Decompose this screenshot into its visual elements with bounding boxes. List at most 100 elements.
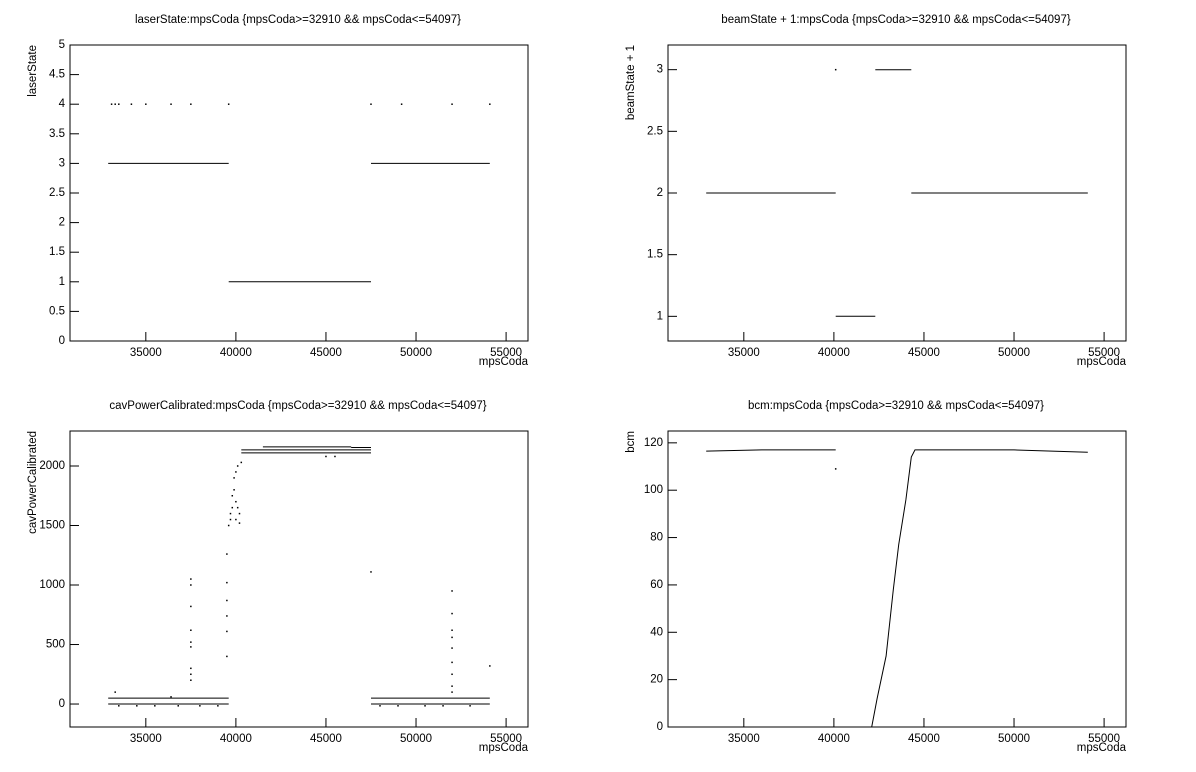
- data-point: [177, 705, 179, 707]
- y-tick-label: 3: [657, 64, 663, 76]
- y-tick-label: 100: [644, 484, 663, 496]
- data-line: [108, 162, 490, 283]
- data-point: [190, 578, 192, 580]
- data-point: [118, 705, 120, 707]
- x-tick-label: 50000: [998, 733, 1030, 745]
- data-point: [451, 685, 453, 687]
- y-tick-label: 500: [46, 639, 65, 651]
- data-point: [130, 103, 133, 105]
- data-point: [190, 679, 192, 681]
- y-tick-label: 0: [59, 335, 65, 347]
- data-point: [442, 705, 444, 707]
- y-tick-label: 40: [650, 626, 663, 638]
- y-tick-label: 4.5: [49, 69, 65, 81]
- data-point: [190, 103, 192, 105]
- y-axis-label: laserState: [27, 45, 39, 97]
- data-point: [118, 103, 120, 105]
- data-line: [706, 69, 1088, 317]
- data-point: [190, 641, 192, 643]
- data-point: [229, 512, 232, 515]
- data-point: [231, 506, 234, 509]
- data-point: [226, 630, 228, 633]
- x-axis-label: mpsCoda: [1077, 742, 1127, 754]
- y-tick-label: 80: [650, 532, 663, 544]
- x-tick-label: 35000: [130, 733, 162, 745]
- data-point: [451, 636, 453, 639]
- data-line: [706, 449, 1088, 728]
- y-axis-label: beamState + 1: [625, 45, 637, 120]
- data-point: [235, 500, 237, 503]
- x-tick-label: 35000: [130, 347, 162, 359]
- chart-title: cavPowerCalibrated:mpsCoda {mpsCoda>=329…: [109, 400, 486, 412]
- x-tick-label: 50000: [400, 733, 432, 745]
- data-point: [379, 705, 381, 707]
- x-tick-label: 40000: [818, 347, 850, 359]
- chart-panel: bcm:mpsCoda {mpsCoda>=32910 && mpsCoda<=…: [625, 400, 1127, 754]
- y-tick-label: 2.5: [49, 187, 65, 199]
- data-point: [370, 103, 372, 105]
- data-point: [227, 103, 230, 105]
- data-point: [229, 518, 232, 521]
- x-tick-label: 50000: [400, 347, 432, 359]
- x-tick-label: 35000: [728, 733, 760, 745]
- y-tick-label: 1: [59, 276, 65, 288]
- data-point: [136, 705, 138, 707]
- data-point: [400, 103, 403, 105]
- y-axis-label: bcm: [625, 431, 637, 453]
- data-point: [240, 461, 243, 464]
- y-tick-label: 3.5: [49, 128, 65, 140]
- y-tick-label: 1: [657, 310, 663, 322]
- chart-title: beamState + 1:mpsCoda {mpsCoda>=32910 &&…: [721, 14, 1071, 26]
- x-tick-label: 55000: [1088, 733, 1120, 745]
- data-point: [235, 518, 237, 521]
- data-point: [226, 581, 228, 584]
- data-point: [190, 629, 192, 631]
- y-tick-label: 4: [59, 98, 66, 110]
- data-point: [233, 489, 235, 491]
- data-point: [226, 599, 228, 602]
- data-point: [238, 512, 241, 515]
- data-point: [190, 584, 192, 586]
- data-point: [235, 471, 237, 473]
- data-point: [397, 705, 399, 707]
- y-tick-label: 3: [59, 157, 65, 169]
- y-tick-label: 1500: [39, 520, 65, 532]
- data-point: [190, 605, 192, 608]
- y-tick-label: 120: [644, 437, 663, 449]
- data-point: [236, 465, 239, 467]
- data-point: [226, 553, 228, 555]
- data-point: [451, 691, 453, 693]
- y-axis-label: cavPowerCalibrated: [27, 431, 39, 534]
- y-tick-label: 2: [657, 187, 663, 199]
- data-point: [199, 705, 201, 707]
- y-tick-label: 1.5: [49, 246, 65, 258]
- x-tick-label: 40000: [220, 347, 252, 359]
- data-line: [108, 446, 490, 705]
- data-point: [489, 665, 491, 667]
- chart-panel: beamState + 1:mpsCoda {mpsCoda>=32910 &&…: [625, 14, 1127, 368]
- data-point: [190, 667, 192, 670]
- data-point: [114, 691, 116, 693]
- x-tick-label: 55000: [490, 733, 522, 745]
- plot-frame: [69, 430, 529, 728]
- data-point: [236, 506, 239, 509]
- data-point: [451, 629, 453, 631]
- data-point: [451, 673, 453, 676]
- data-point: [154, 705, 156, 707]
- data-point: [370, 571, 372, 573]
- chart-title: laserState:mpsCoda {mpsCoda>=32910 && mp…: [135, 14, 461, 26]
- y-tick-label: 2.5: [647, 125, 663, 137]
- data-point: [334, 455, 336, 458]
- x-tick-label: 45000: [908, 733, 940, 745]
- data-point: [424, 705, 426, 707]
- y-tick-label: 60: [650, 579, 663, 591]
- x-tick-label: 45000: [310, 733, 342, 745]
- data-point: [325, 455, 327, 458]
- chart-title: bcm:mpsCoda {mpsCoda>=32910 && mpsCoda<=…: [748, 400, 1044, 412]
- data-point: [834, 68, 837, 71]
- y-tick-label: 2000: [39, 460, 65, 472]
- data-point: [451, 612, 453, 615]
- x-tick-label: 55000: [1088, 347, 1120, 359]
- x-axis-label: mpsCoda: [479, 356, 529, 368]
